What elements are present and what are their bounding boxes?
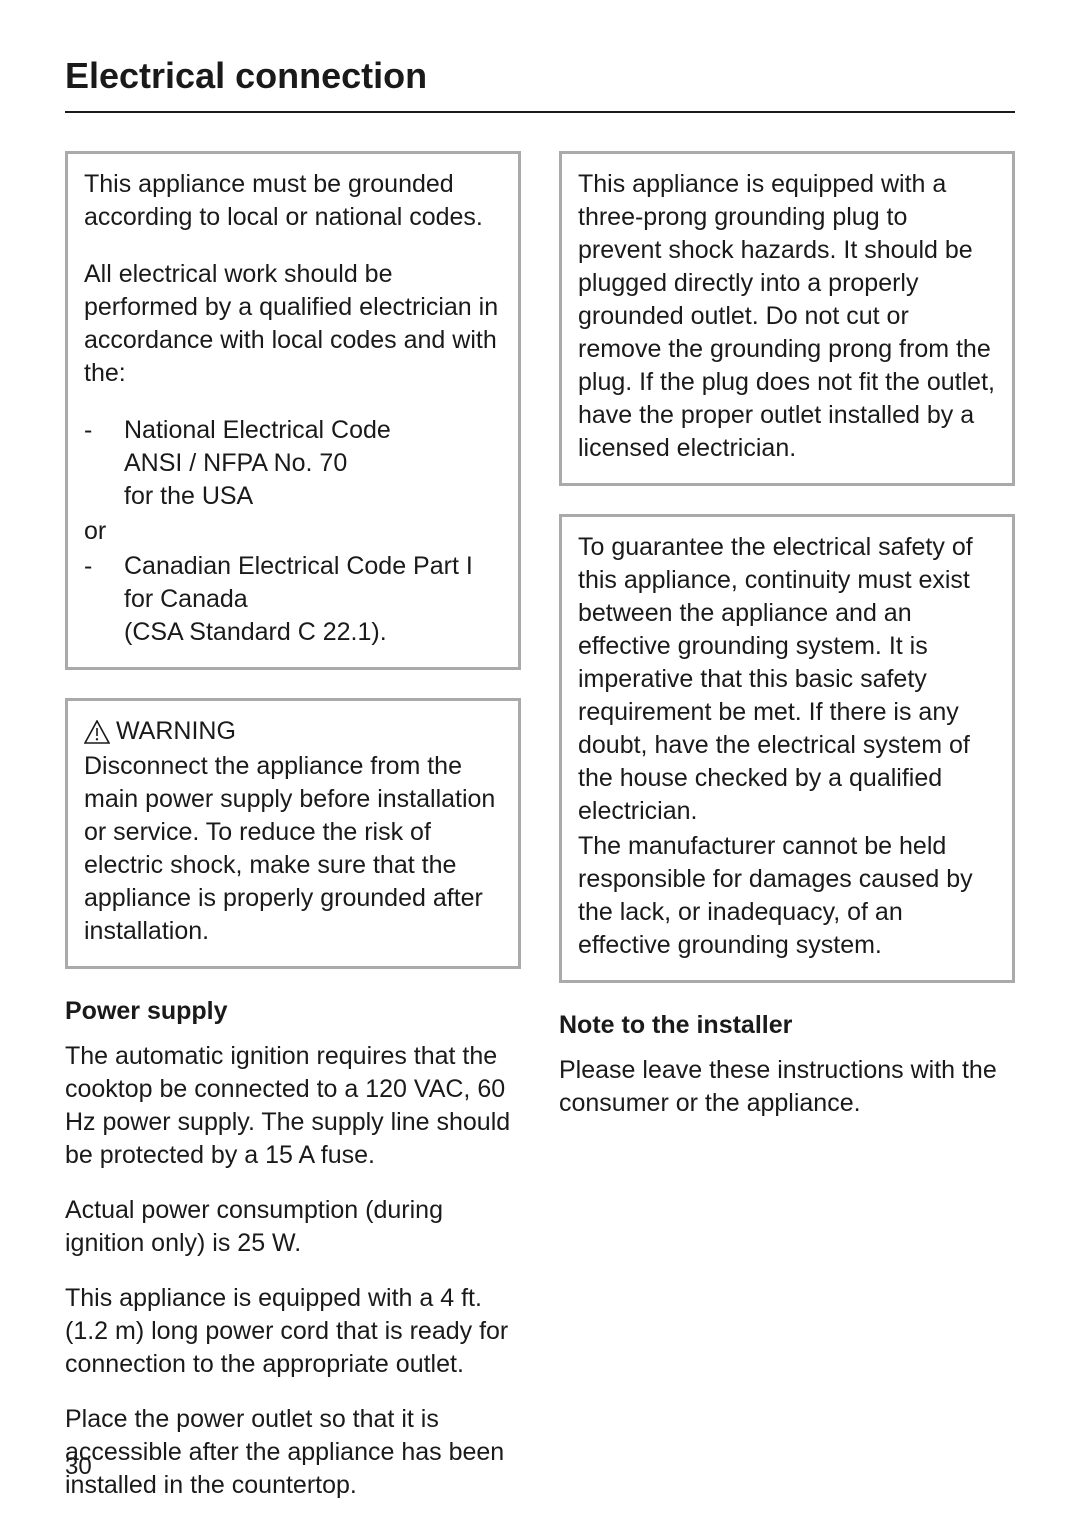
safety-p2: The manufacturer cannot be held responsi… xyxy=(578,830,996,962)
power-supply-p3: This appliance is equipped with a 4 ft. … xyxy=(65,1282,521,1381)
title-rule xyxy=(65,111,1015,113)
electrician-intro: All electrical work should be performed … xyxy=(84,258,502,390)
power-supply-p2: Actual power consumption (during ignitio… xyxy=(65,1194,521,1260)
grounding-plug-text: This appliance is equipped with a three-… xyxy=(578,168,996,465)
warning-header: WARNING xyxy=(84,715,502,748)
code-usa-line3: for the USA xyxy=(124,480,502,513)
code-usa-line2: ANSI / NFPA No. 70 xyxy=(124,447,502,480)
warning-box: WARNING Disconnect the appliance from th… xyxy=(65,698,521,969)
code-item-usa: - National Electrical Code ANSI / NFPA N… xyxy=(84,414,502,513)
code-can-line1: Canadian Electrical Code Part I for Cana… xyxy=(124,550,502,616)
list-body: Canadian Electrical Code Part I for Cana… xyxy=(124,550,502,649)
grounding-intro: This appliance must be grounded accordin… xyxy=(84,168,502,234)
note-installer-p1: Please leave these instructions with the… xyxy=(559,1054,1015,1120)
code-item-canada: - Canadian Electrical Code Part I for Ca… xyxy=(84,550,502,649)
warning-triangle-icon xyxy=(84,720,110,744)
page-title: Electrical connection xyxy=(65,55,1015,97)
warning-text: Disconnect the appliance from the main p… xyxy=(84,750,502,948)
list-body: National Electrical Code ANSI / NFPA No.… xyxy=(124,414,502,513)
code-usa-line1: National Electrical Code xyxy=(124,414,502,447)
power-supply-heading: Power supply xyxy=(65,997,521,1026)
list-dash: - xyxy=(84,414,124,513)
power-supply-p1: The automatic ignition requires that the… xyxy=(65,1040,521,1172)
grounding-plug-box: This appliance is equipped with a three-… xyxy=(559,151,1015,486)
list-dash: - xyxy=(84,550,124,649)
safety-continuity-box: To guarantee the electrical safety of th… xyxy=(559,514,1015,983)
grounding-codes-box: This appliance must be grounded accordin… xyxy=(65,151,521,670)
two-column-layout: This appliance must be grounded accordin… xyxy=(65,151,1015,1524)
note-installer-heading: Note to the installer xyxy=(559,1011,1015,1040)
warning-label: WARNING xyxy=(116,715,236,748)
left-column: This appliance must be grounded accordin… xyxy=(65,151,521,1524)
or-separator: or xyxy=(84,515,502,548)
safety-p1: To guarantee the electrical safety of th… xyxy=(578,531,996,828)
right-column: This appliance is equipped with a three-… xyxy=(559,151,1015,1524)
code-can-line2: (CSA Standard C 22.1). xyxy=(124,616,502,649)
power-supply-p4: Place the power outlet so that it is acc… xyxy=(65,1403,521,1502)
page-number: 30 xyxy=(65,1453,92,1481)
